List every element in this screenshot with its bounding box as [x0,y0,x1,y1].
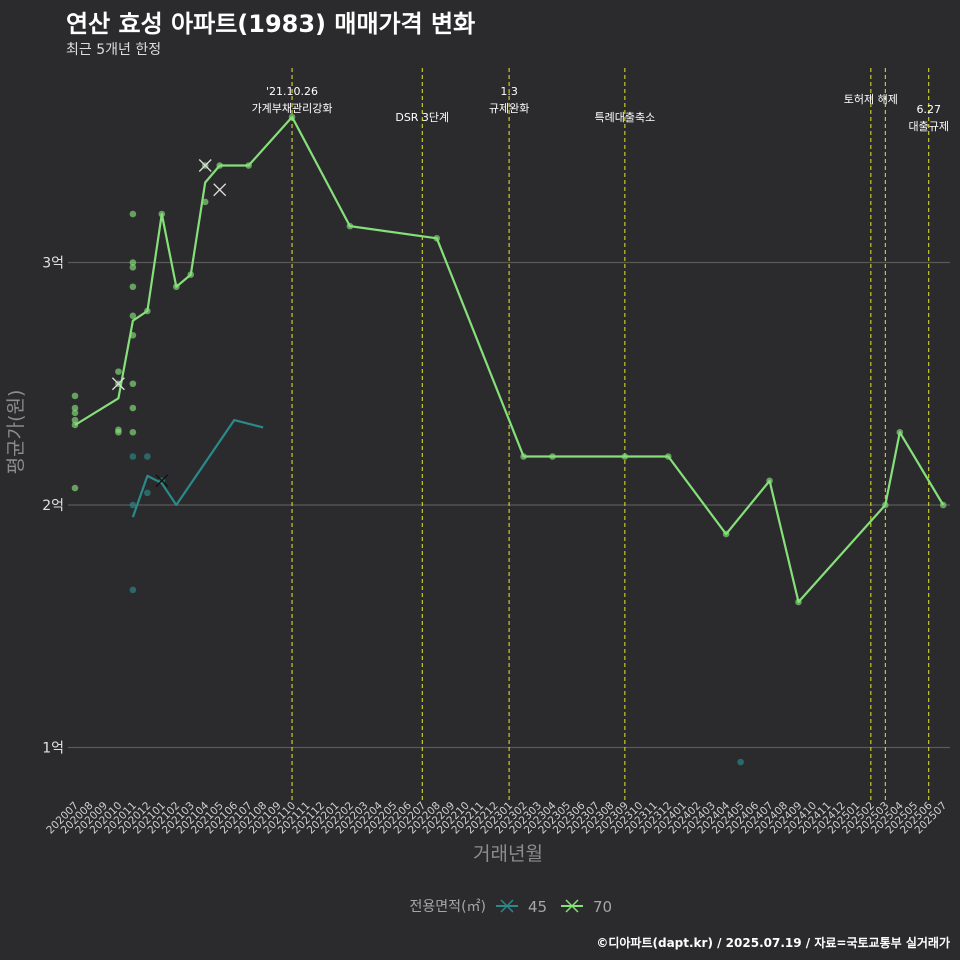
series-line [131,419,264,518]
data-point [71,484,79,492]
data-point [144,489,151,497]
x-axis-label: 거래년월 [473,843,543,865]
event-label: 토허제 해제 [844,92,898,106]
data-point [129,259,137,266]
data-point [129,501,137,509]
event-label: 가계부채관리강화 [252,102,333,115]
event-label: 대출규제 [908,120,948,133]
event-label: 1.3 [500,85,518,98]
y-tick-label: 3억 [42,256,64,272]
data-point [129,312,137,320]
data-point [737,758,744,766]
event-label: 특례대출축소 [594,111,655,124]
data-point [129,404,137,412]
data-point [129,210,137,218]
series-45 [129,419,744,766]
cross-marker [213,183,227,197]
event-label: 6.27 [916,103,941,116]
data-point [71,409,79,417]
legend-label: 45 [528,898,547,916]
data-point [71,392,79,400]
data-point [201,198,209,206]
chart-title: 연산 효성 아파트(1983) 매매가격 변화 [66,10,476,38]
data-point [129,586,137,594]
x-axis-ticks: 2020072020082020092020102020112020122021… [44,799,949,836]
source-caption: ©디아파트(dapt.kr) / 2025.07.19 / 자료=국토교통부 실… [596,936,950,950]
event-label: 규제완화 [489,102,529,115]
cross-marker [198,159,212,172]
cross-marker [155,474,169,488]
chart-subtitle: 최근 5개년 한정 [66,42,162,58]
y-tick-label: 2억 [42,498,64,514]
data-point [129,264,137,271]
y-tick-label: 1억 [42,741,64,757]
data-point [71,416,79,424]
series-70 [71,113,947,606]
data-point [115,428,122,436]
series-line [74,115,945,604]
event-label: DSR 3단계 [395,111,449,124]
y-axis-ticks: 1억 2억 3억 [42,256,64,757]
data-point [71,404,79,412]
cross-marker [111,377,125,391]
data-point [129,283,137,291]
data-point [115,368,122,375]
event-label: '21.10.26 [266,85,318,98]
data-series [71,113,947,766]
data-point [144,453,151,460]
data-point [129,453,137,460]
legend-item-70: 70 [561,898,612,916]
legend-label: 70 [593,898,612,916]
legend-title: 전용면적(㎡) [410,899,486,915]
policy-event-lines [291,68,930,800]
data-point [129,380,137,388]
y-axis-label: 평균가(원) [5,390,27,475]
legend: 전용면적(㎡) 45 70 [410,898,613,916]
legend-item-45: 45 [496,898,547,916]
data-point [129,428,137,436]
